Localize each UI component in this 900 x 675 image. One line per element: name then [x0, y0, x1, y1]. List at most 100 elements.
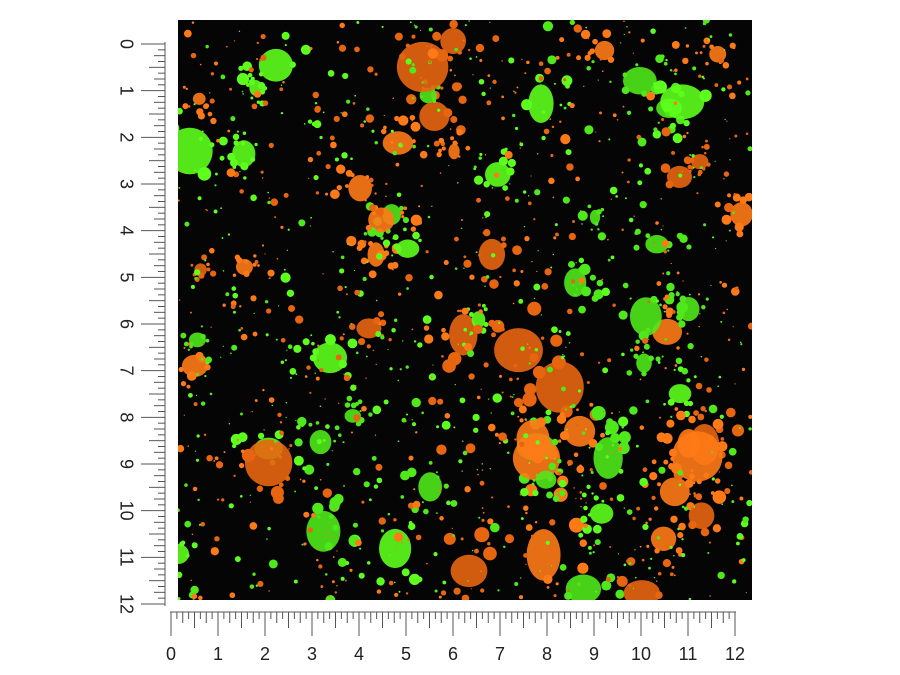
splat-dot [628, 561, 632, 565]
splat-dot [479, 480, 485, 486]
splat-drop [586, 381, 590, 385]
splat-drop [592, 38, 598, 45]
splat-dot [487, 398, 490, 400]
splat-dot [687, 343, 694, 350]
splat-drop [335, 164, 346, 174]
splat-dot [642, 467, 648, 473]
splat-dot [647, 300, 650, 304]
splat-drop [557, 458, 562, 464]
splat-dot [438, 296, 440, 298]
splat-dot [527, 195, 530, 197]
splat-dot [704, 409, 707, 413]
splat-dot [578, 267, 582, 271]
splat-dot [190, 284, 195, 289]
splat-drop [630, 348, 634, 352]
splat-dot [322, 438, 326, 442]
splat-drop [532, 365, 546, 379]
splat-dot [718, 445, 720, 447]
splat-drop [402, 216, 410, 224]
splat-drop [350, 173, 355, 178]
splat-drop [618, 310, 628, 320]
splat-drop [309, 354, 317, 362]
splat-drop [432, 99, 437, 103]
splat-dot [584, 54, 591, 61]
splat-dot [602, 410, 605, 413]
splat-dot [595, 442, 604, 452]
splat-drop [232, 133, 240, 141]
splat-dot [644, 167, 652, 175]
splat-dot [233, 140, 239, 146]
splat-drop [489, 279, 499, 289]
splat-dot [454, 267, 458, 270]
splat-drop [501, 236, 506, 242]
splat-drop [706, 162, 711, 167]
splat-drop [667, 398, 675, 406]
splat-drop [232, 273, 237, 277]
splat-drop [675, 547, 683, 554]
splat-dot [236, 440, 238, 443]
splat-dot [374, 434, 377, 436]
splat-dot [421, 81, 424, 84]
splat-drop [430, 45, 433, 48]
splat-dot [520, 269, 524, 273]
splat-dot [227, 129, 231, 133]
splat-dot [535, 440, 540, 445]
splat-dot [204, 374, 207, 378]
splat-drop [344, 402, 351, 408]
splat-dot [432, 364, 434, 366]
splat-dot [634, 576, 637, 579]
splat-dot [591, 492, 594, 495]
splat-drop [243, 270, 250, 278]
splat-dot [579, 491, 583, 494]
splat-dot [393, 581, 396, 584]
splat-blob [419, 101, 450, 132]
splat-dot [727, 338, 731, 342]
splat-dot [636, 506, 641, 511]
splat-dot [325, 594, 336, 600]
splat-dot [371, 455, 377, 461]
splat-drop [204, 364, 211, 371]
splat-drop [518, 405, 527, 414]
splat-dot [309, 47, 313, 50]
splat-drop [410, 226, 417, 232]
splat-dot [194, 450, 197, 452]
splat-drop [463, 327, 468, 332]
splat-drop [250, 156, 256, 162]
splat-dot [522, 190, 527, 194]
splat-dot [468, 20, 470, 22]
splat-drop [653, 80, 667, 94]
splat-dot [581, 431, 586, 435]
splat-dot [383, 125, 387, 130]
splat-drop [590, 228, 593, 231]
splat-dot [411, 119, 414, 122]
splat-drop [440, 86, 444, 90]
splat-dot [721, 503, 724, 506]
splat-dot [721, 282, 728, 288]
splat-dot [285, 416, 287, 418]
splat-dot [550, 153, 554, 157]
splat-dot [202, 342, 205, 345]
splat-dot [551, 565, 553, 567]
splat-blob [629, 297, 662, 336]
splat-drop [661, 433, 673, 444]
splat-dot [670, 456, 675, 461]
splat-dot [230, 352, 232, 355]
splat-drop [662, 304, 668, 310]
splat-dot [345, 561, 350, 565]
splat-dot [244, 259, 249, 264]
splat-dot [316, 439, 322, 445]
splat-dot [634, 549, 636, 551]
splat-dot [396, 192, 402, 198]
splat-dot [489, 21, 491, 24]
splat-dot [332, 556, 335, 558]
splat-dot [726, 120, 728, 122]
splat-dot [499, 275, 502, 279]
splat-dot [585, 26, 588, 29]
splat-dot [729, 92, 736, 100]
splat-dot [375, 363, 377, 366]
splat-dot [527, 437, 531, 442]
splat-dot [361, 405, 367, 412]
splat-dot [342, 72, 349, 80]
splat-dot [365, 355, 368, 358]
splat-dot [624, 197, 627, 200]
